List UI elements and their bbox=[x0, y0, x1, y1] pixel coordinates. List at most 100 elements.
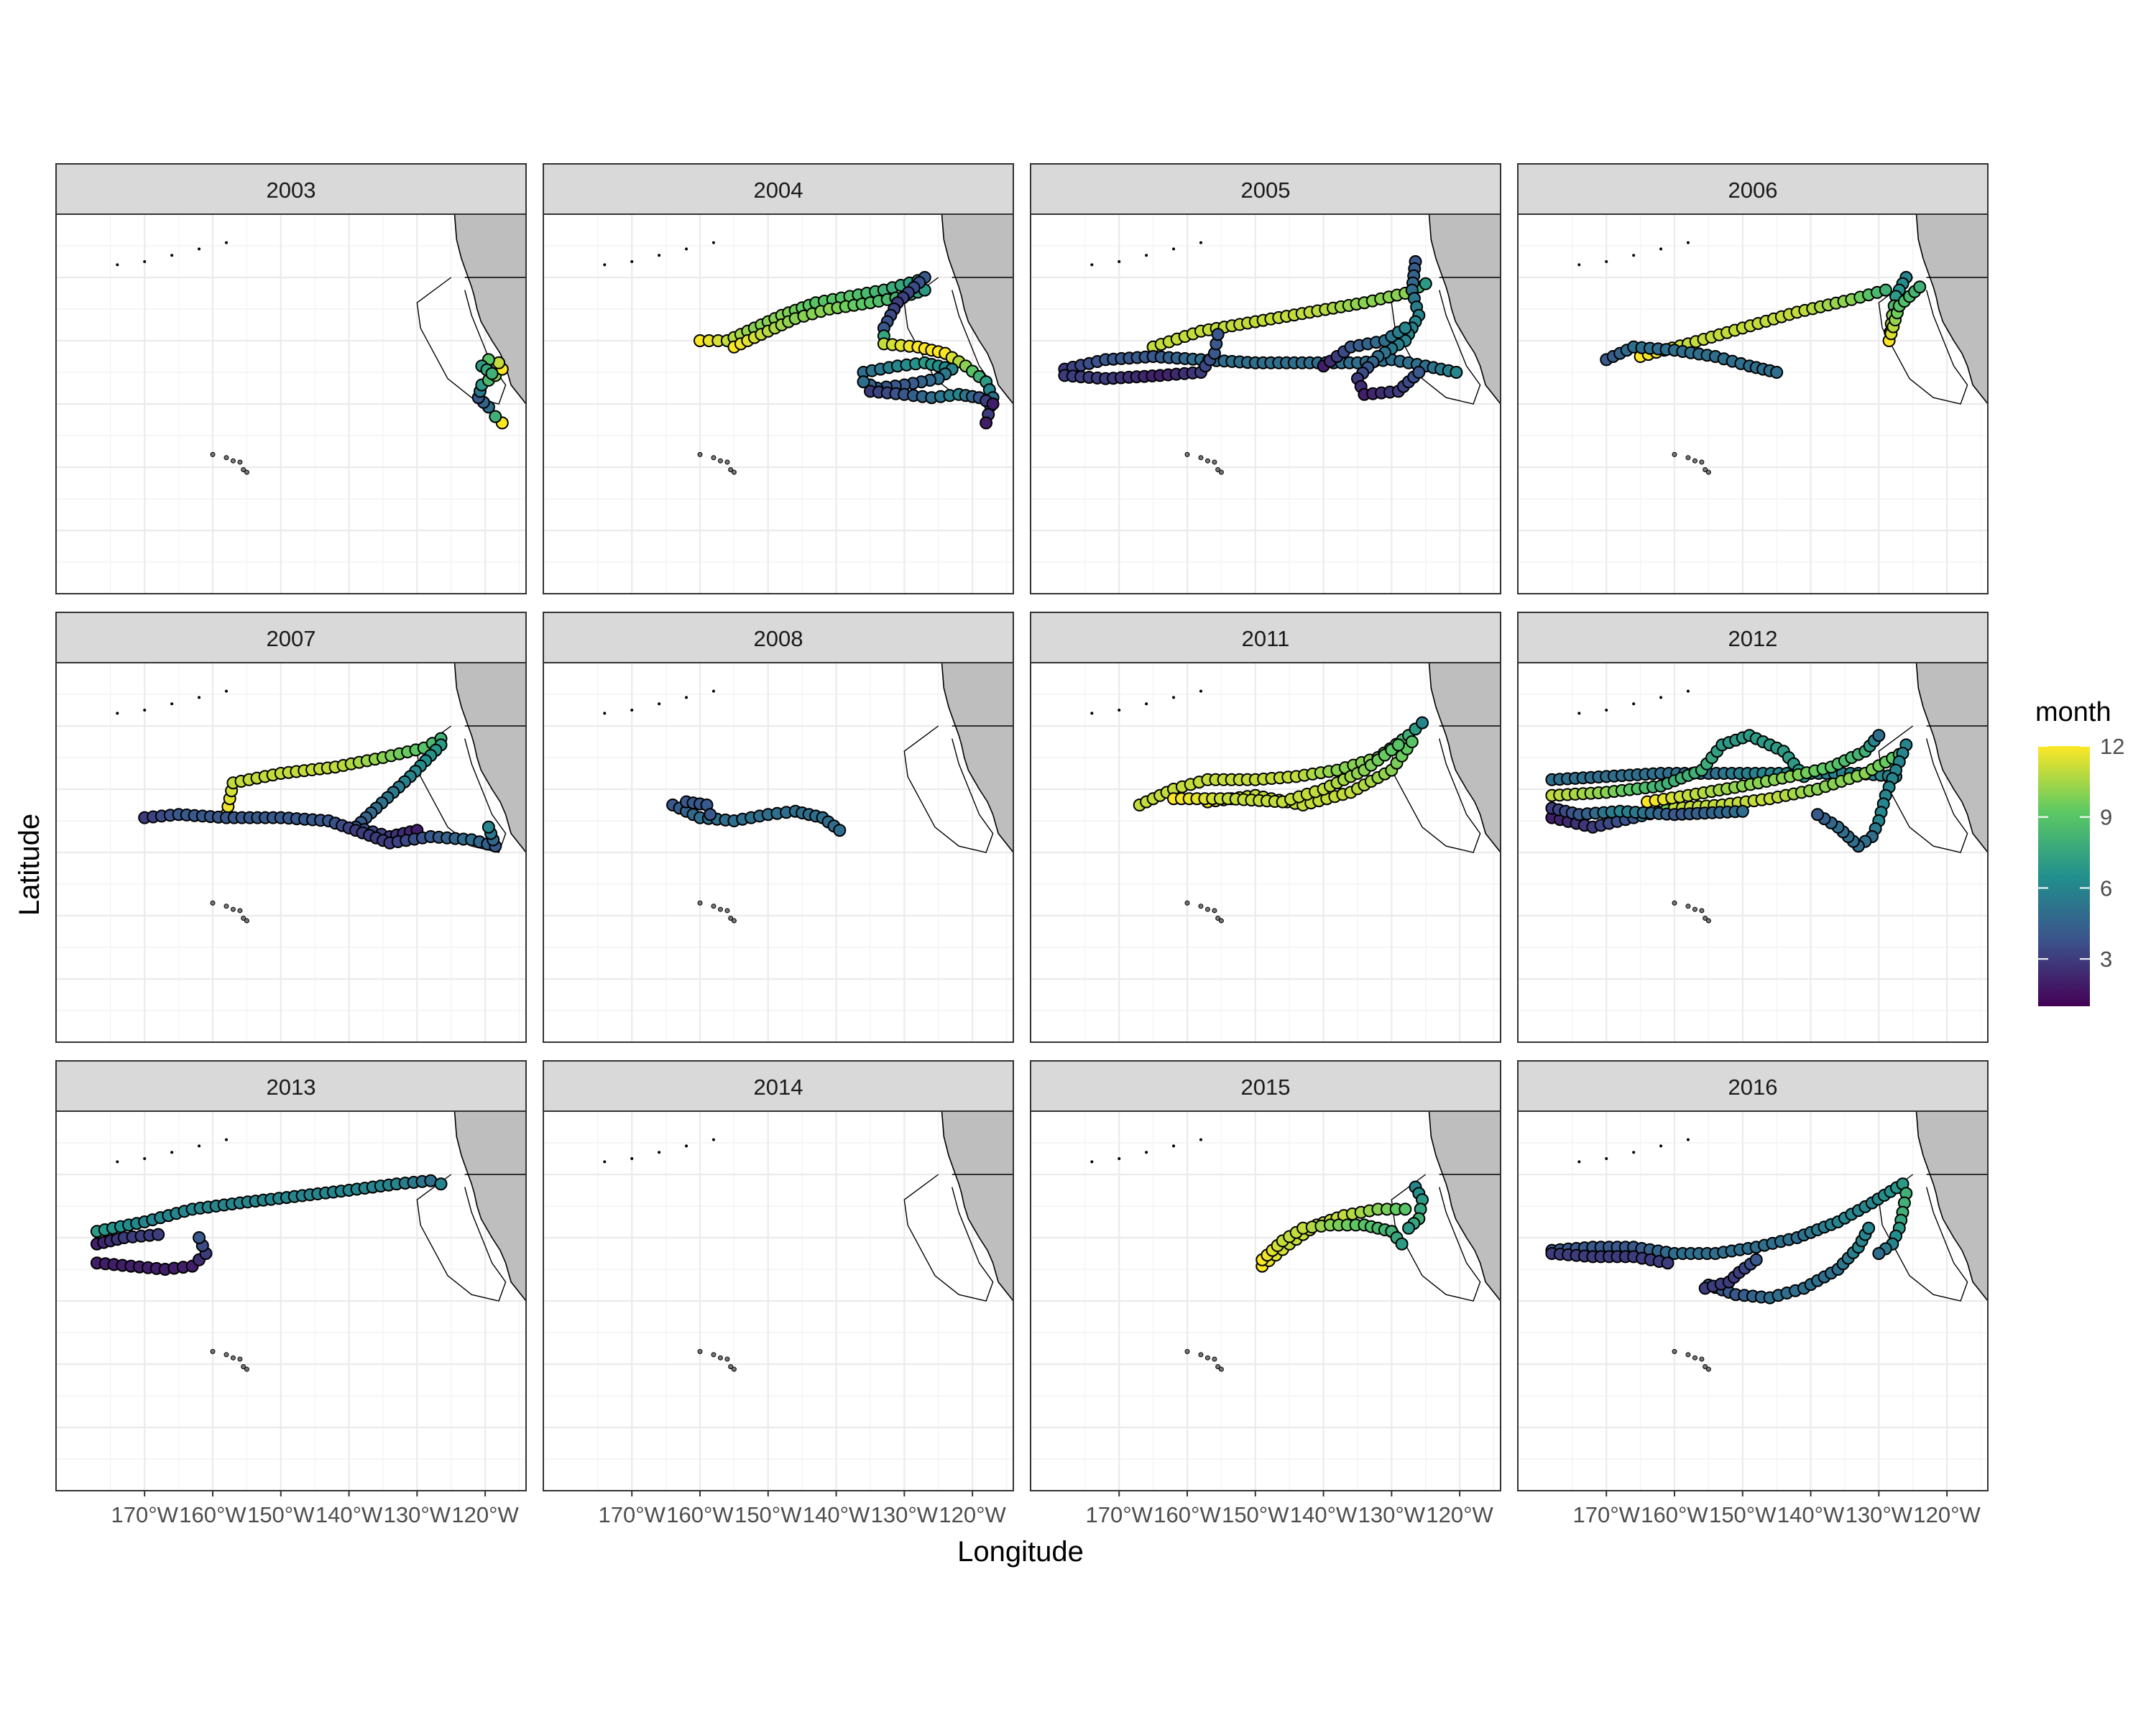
x-tick-label: 140°W bbox=[1777, 1502, 1845, 1527]
data-point bbox=[1395, 1237, 1409, 1251]
land-mass bbox=[941, 1110, 1014, 1303]
island bbox=[685, 247, 688, 251]
island bbox=[697, 451, 703, 457]
x-tick-label: 170°W bbox=[1573, 1502, 1641, 1527]
island bbox=[1218, 918, 1224, 924]
island bbox=[1659, 247, 1663, 251]
island bbox=[728, 467, 734, 473]
island bbox=[731, 1366, 737, 1372]
island bbox=[697, 1348, 703, 1354]
track-points bbox=[666, 795, 847, 837]
island bbox=[1184, 451, 1190, 457]
facet-strip bbox=[1517, 163, 1989, 215]
x-axis: 170°W 160°W 150°W 140°W 130°W 120°W bbox=[111, 1491, 520, 1527]
facet-strip bbox=[55, 612, 527, 663]
land-mass bbox=[1915, 662, 1989, 855]
facet-strip bbox=[1030, 612, 1501, 663]
land-mass bbox=[941, 662, 1014, 855]
island bbox=[1685, 903, 1691, 909]
basemap bbox=[1090, 662, 1501, 924]
facet-strip-label: 2014 bbox=[754, 1075, 803, 1100]
island bbox=[224, 903, 229, 909]
x-tick-label: 140°W bbox=[315, 1502, 383, 1527]
island bbox=[224, 241, 228, 244]
grid-lines bbox=[1031, 1111, 1501, 1491]
land-mass bbox=[453, 662, 527, 855]
data-point bbox=[485, 367, 499, 380]
boundary-line bbox=[1878, 1174, 1968, 1302]
legend: month 12 9 6 3 bbox=[2035, 697, 2124, 1006]
x-tick-label: 130°W bbox=[871, 1502, 939, 1527]
island bbox=[1145, 702, 1148, 706]
facet-2005: 2005 bbox=[1030, 163, 1501, 594]
island bbox=[237, 1356, 243, 1362]
facet-panels: 2003 2004 2005 2006 2007 2008 2011 2012 2013 170°… bbox=[55, 163, 1989, 1527]
x-tick-label: 160°W bbox=[179, 1502, 247, 1527]
x-tick-label: 130°W bbox=[1846, 1502, 1913, 1527]
facet-2008: 2008 bbox=[543, 612, 1014, 1043]
x-tick-label: 150°W bbox=[1709, 1502, 1777, 1527]
facet-2013: 2013 170°W 160°W 150°W 140°W 130°W 120°W bbox=[55, 1060, 527, 1527]
facet-strip-label: 2013 bbox=[267, 1075, 316, 1100]
panel-border bbox=[55, 662, 527, 1043]
legend-title: month bbox=[2035, 697, 2111, 727]
facet-2007: 2007 bbox=[55, 612, 527, 1043]
island bbox=[1184, 900, 1190, 906]
island bbox=[603, 263, 607, 267]
data-point bbox=[1879, 283, 1892, 297]
facet-2011: 2011 bbox=[1030, 612, 1501, 1043]
island bbox=[198, 1144, 201, 1148]
data-point bbox=[1416, 716, 1429, 730]
data-point bbox=[1211, 328, 1225, 341]
island bbox=[1215, 1364, 1221, 1370]
facet-strip bbox=[55, 163, 527, 215]
basemap bbox=[116, 662, 527, 924]
data-point bbox=[1913, 280, 1927, 294]
island bbox=[244, 918, 249, 924]
island bbox=[1672, 451, 1677, 457]
boundary-line bbox=[416, 1174, 507, 1302]
land-mass bbox=[1428, 1110, 1501, 1303]
data-point bbox=[434, 1177, 448, 1191]
legend-tick-label: 12 bbox=[2100, 734, 2124, 759]
island bbox=[717, 1355, 723, 1361]
island bbox=[658, 1151, 661, 1154]
facet-strip bbox=[543, 163, 1014, 215]
data-point bbox=[1749, 1253, 1763, 1266]
boundary-line bbox=[1391, 1174, 1481, 1302]
data-point bbox=[1412, 366, 1426, 379]
island bbox=[1686, 241, 1690, 244]
basemap bbox=[1577, 662, 1989, 924]
island bbox=[724, 908, 730, 914]
data-point bbox=[482, 820, 495, 834]
data-point bbox=[152, 1228, 165, 1241]
island bbox=[1212, 908, 1217, 914]
panel-border bbox=[1517, 662, 1989, 1043]
island bbox=[603, 712, 607, 715]
island bbox=[731, 469, 737, 475]
data-point bbox=[1399, 1202, 1412, 1216]
island bbox=[224, 1352, 229, 1358]
island bbox=[1204, 906, 1210, 912]
land-mass bbox=[1915, 213, 1989, 406]
basemap bbox=[603, 1110, 1014, 1372]
facet-strip-label: 2006 bbox=[1728, 178, 1778, 203]
data-point bbox=[1811, 808, 1825, 822]
island bbox=[728, 916, 734, 921]
island bbox=[1118, 260, 1121, 263]
legend-ticks: 12 9 6 3 bbox=[2038, 734, 2124, 972]
island bbox=[1204, 1355, 1210, 1361]
island bbox=[210, 451, 216, 457]
data-point bbox=[1862, 1221, 1876, 1235]
island bbox=[1577, 263, 1581, 267]
boundary-line bbox=[1878, 277, 1968, 405]
grid-lines bbox=[1031, 663, 1501, 1042]
x-axis-label: Longitude bbox=[957, 1536, 1084, 1568]
x-tick-label: 120°W bbox=[1913, 1502, 1981, 1527]
land-mass bbox=[453, 1110, 527, 1303]
legend-tick-label: 3 bbox=[2100, 947, 2112, 972]
island bbox=[1172, 247, 1176, 251]
facet-2006: 2006 bbox=[1517, 163, 1989, 594]
island bbox=[1705, 469, 1711, 475]
